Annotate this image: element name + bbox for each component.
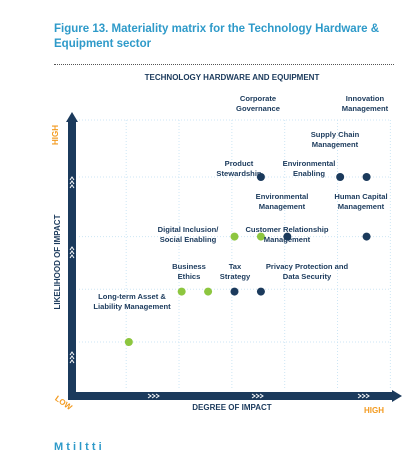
data-point bbox=[177, 287, 186, 296]
data-label: Corporate Governance bbox=[236, 94, 280, 113]
data-label: Human Capital Management bbox=[334, 192, 387, 211]
y-axis-label: LIKELIHOOD OF IMPACT bbox=[53, 214, 62, 309]
data-point bbox=[362, 232, 371, 241]
axis-labels: TECHNOLOGY HARDWARE AND EQUIPMENT DEGREE … bbox=[51, 73, 384, 415]
x-axis-chevron bbox=[155, 393, 160, 399]
x-axis-arrowhead bbox=[392, 390, 402, 402]
y-axis-chevron bbox=[69, 180, 75, 185]
title-divider bbox=[54, 64, 394, 65]
y-axis-chevron bbox=[69, 351, 75, 356]
x-axis-chevron bbox=[151, 393, 156, 399]
y-axis-bar bbox=[68, 120, 76, 400]
y-axis-chevron bbox=[69, 246, 75, 251]
x-axis-chevron bbox=[259, 393, 264, 399]
data-label: Business Ethics bbox=[172, 262, 206, 281]
data-point bbox=[283, 232, 292, 241]
data-label: Supply Chain Management bbox=[311, 130, 360, 149]
axes bbox=[66, 112, 402, 402]
data-label: Privacy Protection and Data Security bbox=[266, 262, 349, 281]
x-axis-chevron bbox=[255, 393, 260, 399]
chart-title: TECHNOLOGY HARDWARE AND EQUIPMENT bbox=[145, 73, 320, 82]
data-points bbox=[124, 173, 371, 346]
data-label: Environmental Enabling bbox=[283, 159, 336, 178]
data-point bbox=[124, 338, 133, 346]
next-section-heading: M t i l t t i bbox=[54, 441, 102, 453]
data-labels: Long-term Asset & Liability ManagementBus… bbox=[93, 94, 388, 311]
x-axis-label: DEGREE OF IMPACT bbox=[192, 403, 272, 412]
y-axis-chevron bbox=[69, 250, 75, 255]
data-point bbox=[256, 173, 265, 181]
data-point bbox=[230, 287, 239, 296]
x-axis-chevron bbox=[147, 393, 152, 399]
x-axis-chevron bbox=[357, 393, 362, 399]
y-high-label: HIGH bbox=[51, 125, 60, 145]
y-axis-chevron bbox=[69, 355, 75, 360]
data-point bbox=[204, 287, 213, 296]
data-label: Customer Relationship Management bbox=[245, 225, 328, 244]
y-axis-chevron bbox=[69, 176, 75, 181]
x-axis-chevron bbox=[251, 393, 256, 399]
x-axis-chevron bbox=[365, 393, 370, 399]
x-axis-chevron bbox=[361, 393, 366, 399]
data-label: Tax Strategy bbox=[220, 262, 251, 281]
y-axis-arrowhead bbox=[66, 112, 78, 122]
data-label: Product Stewardship bbox=[216, 159, 262, 178]
figure-title: Figure 13. Materiality matrix for the Te… bbox=[54, 23, 380, 50]
y-axis-chevron bbox=[69, 359, 75, 364]
x-high-label: HIGH bbox=[364, 406, 384, 415]
data-point bbox=[256, 232, 265, 241]
data-label: Digital Inclusion/Social Enabling bbox=[158, 225, 220, 244]
data-point bbox=[256, 287, 265, 296]
y-axis-chevron bbox=[69, 184, 75, 189]
data-label: Environmental Management bbox=[256, 192, 309, 211]
data-label: Innovation Management bbox=[342, 94, 389, 113]
data-label: Long-term Asset & Liability Management bbox=[93, 292, 171, 311]
data-point bbox=[362, 173, 371, 181]
x-axis-bar bbox=[68, 392, 393, 400]
y-axis-chevron bbox=[69, 254, 75, 259]
data-point bbox=[336, 173, 345, 181]
data-point bbox=[230, 232, 239, 241]
